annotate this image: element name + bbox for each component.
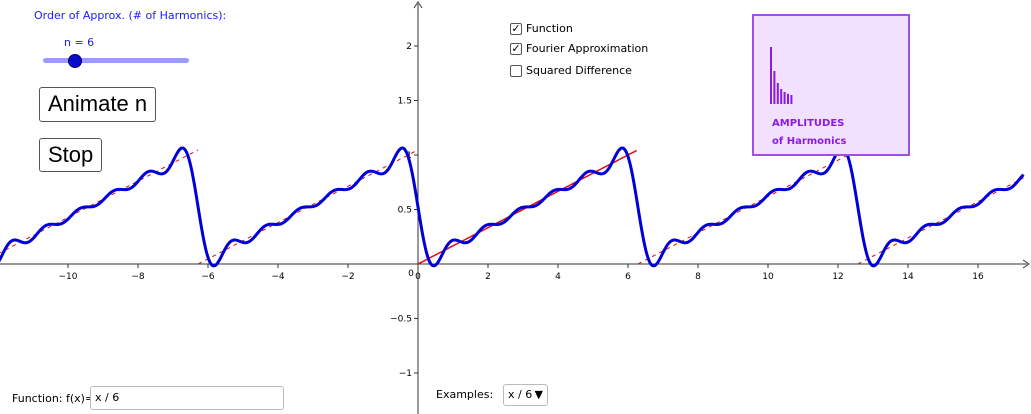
x-tick-label: 10 — [762, 272, 774, 282]
y-tick-label: 1.5 — [398, 97, 412, 107]
examples-dropdown[interactable]: x / 6 ▼ — [503, 384, 548, 406]
checkbox-squared-label: Squared Difference — [526, 64, 632, 77]
checkbox-function[interactable]: ✓ Function — [510, 22, 573, 35]
y-tick-label: −0.5 — [390, 315, 412, 325]
amplitude-bar — [780, 89, 783, 104]
amplitudes-subtitle: of Harmonics — [772, 136, 847, 147]
x-tick-label: 8 — [695, 272, 701, 282]
x-tick-label: 4 — [555, 272, 561, 282]
function-label: Function: f(x)= — [12, 392, 95, 405]
y-tick-label: −1 — [399, 369, 412, 379]
harmonics-slider-track[interactable] — [43, 58, 189, 63]
harmonics-slider-knob[interactable] — [68, 54, 82, 68]
x-tick-label: −4 — [271, 272, 285, 282]
x-tick-label: −6 — [201, 272, 215, 282]
checkbox-squared-difference[interactable]: Squared Difference — [510, 64, 632, 77]
x-axis-arrow — [1022, 259, 1030, 269]
checkbox-function-label: Function — [526, 22, 573, 35]
fourier-approximation-curve — [0, 146, 1025, 268]
amplitude-bar — [776, 83, 779, 104]
x-tick-label: −2 — [341, 272, 354, 282]
x-tick-label: 12 — [832, 272, 843, 282]
y-axis-arrow — [413, 1, 423, 9]
amplitudes-panel: AMPLITUDES of Harmonics — [752, 14, 910, 156]
origin-label: 0 — [408, 269, 414, 279]
y-tick-label: 0.5 — [398, 206, 412, 216]
amplitude-bars — [770, 47, 793, 104]
x-tick-label: 14 — [902, 272, 914, 282]
amplitude-bar — [783, 92, 786, 104]
amplitude-bar — [770, 47, 772, 104]
x-tick-label: −10 — [59, 272, 78, 282]
chevron-down-icon: ▼ — [534, 388, 543, 401]
checkbox-fourier-box[interactable]: ✓ — [510, 41, 522, 55]
amplitude-bar — [790, 95, 793, 104]
slider-value-label: n = 6 — [64, 36, 95, 49]
function-input[interactable]: x / 6 — [90, 386, 284, 410]
checkbox-squared-box[interactable] — [510, 64, 522, 77]
x-tick-label: −8 — [131, 272, 145, 282]
x-tick-label: 16 — [972, 272, 984, 282]
amplitude-bar — [787, 93, 789, 104]
examples-selected: x / 6 — [508, 388, 533, 401]
examples-label: Examples: — [436, 388, 494, 401]
slider-title: Order of Approx. (# of Harmonics): — [34, 9, 227, 22]
stop-button[interactable]: Stop — [39, 138, 103, 172]
amplitudes-title: AMPLITUDES — [772, 118, 845, 129]
function-extension-dashed — [0, 149, 1024, 265]
checkbox-function-box[interactable]: ✓ — [510, 21, 522, 35]
checkbox-fourier-label: Fourier Approximation — [526, 42, 649, 55]
x-tick-label: 0 — [415, 272, 421, 282]
animate-n-button[interactable]: Animate n — [39, 87, 157, 122]
checkbox-fourier-approximation[interactable]: ✓ Fourier Approximation — [510, 42, 648, 55]
x-tick-label: 2 — [485, 272, 491, 282]
y-tick-label: 2 — [406, 42, 412, 52]
x-tick-label: 6 — [625, 272, 631, 282]
amplitude-bar — [773, 71, 776, 104]
